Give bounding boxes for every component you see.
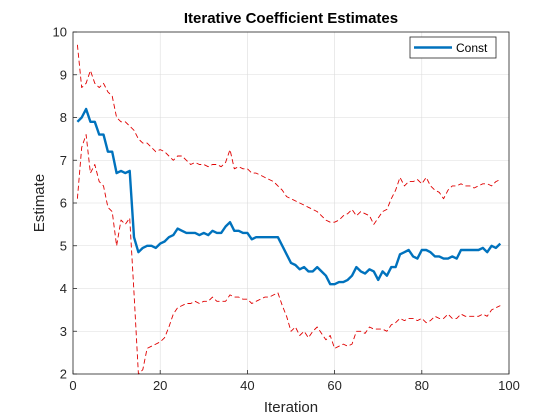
x-tick-label: 20	[153, 378, 167, 393]
y-tick-label: 4	[60, 281, 67, 296]
y-tick-label: 3	[60, 324, 67, 339]
x-tick-label: 40	[240, 378, 254, 393]
y-axis-label: Estimate	[31, 174, 48, 232]
y-tick-label: 10	[53, 25, 67, 40]
y-tick-label: 9	[60, 67, 67, 82]
legend-box	[409, 36, 497, 59]
upper-bound-line	[76, 44, 501, 225]
ticks: 0 20 40 60 80 100 2 3 4 5 6 7 8 9 10	[53, 25, 520, 394]
y-tick-label: 7	[60, 153, 67, 168]
series-group	[76, 44, 502, 375]
chart-title: Iterative Coefficient Estimates	[184, 10, 398, 27]
series-line-const	[76, 107, 502, 286]
y-tick-label: 2	[60, 367, 67, 382]
x-tick-label: 0	[69, 378, 76, 393]
x-tick-label: 100	[498, 378, 520, 393]
y-tick-label: 5	[60, 238, 67, 253]
legend-label-const: Const	[456, 41, 488, 55]
y-tick-label: 6	[60, 196, 67, 211]
x-axis-label: Iteration	[264, 399, 318, 416]
legend: Const	[409, 36, 497, 59]
x-tick-label: 60	[327, 378, 341, 393]
x-tick-label: 80	[415, 378, 429, 393]
y-tick-label: 8	[60, 110, 67, 125]
lower-bound-line	[76, 134, 501, 375]
